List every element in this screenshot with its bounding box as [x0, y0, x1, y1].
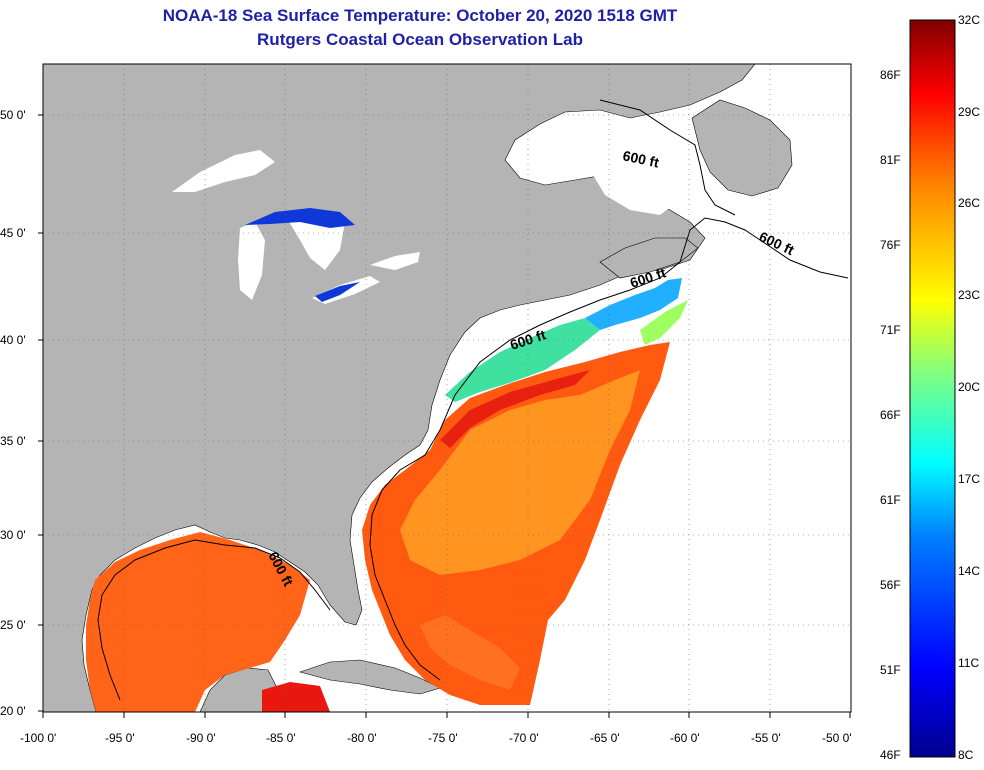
lon-label-55: -55 0' — [751, 731, 781, 745]
land-newfoundland — [691, 99, 793, 197]
lon-label-75: -75 0' — [428, 731, 458, 745]
cb-f-81: 81F — [880, 153, 901, 167]
sst-shelf-cool — [445, 318, 600, 402]
cb-f-46: 46F — [880, 748, 901, 762]
cb-f-61: 61F — [880, 493, 901, 507]
lat-label-30: 30 0' — [0, 528, 26, 542]
cb-f-76: 76F — [880, 238, 901, 252]
sst-caribbean — [262, 682, 330, 712]
land-north-america — [43, 64, 756, 712]
graticule — [43, 64, 851, 712]
cb-f-86: 86F — [880, 68, 901, 82]
lon-label-65: -65 0' — [590, 731, 620, 745]
cb-c-14: 14C — [958, 564, 980, 578]
sst-gulf-of-mexico — [86, 532, 310, 712]
sst-lake-erie — [315, 282, 360, 302]
lat-label-40: 40 0' — [0, 333, 26, 347]
cb-f-66: 66F — [880, 408, 901, 422]
sst-atlantic-red — [440, 370, 590, 448]
lon-label-80: -80 0' — [347, 731, 377, 745]
sst-shelf-green — [640, 300, 688, 345]
lon-label-70: -70 0' — [509, 731, 539, 745]
cb-c-11: 11C — [958, 656, 979, 670]
lon-label-60: -60 0' — [670, 731, 700, 745]
cb-c-32: 32C — [958, 13, 980, 27]
contour-600ft-gulf — [97, 539, 331, 701]
cb-f-51: 51F — [880, 663, 901, 677]
lon-label-100: -100 0' — [20, 731, 56, 745]
cb-f-56: 56F — [880, 578, 901, 592]
gulf-st-lawrence — [560, 120, 680, 215]
sst-bahamas — [420, 615, 520, 690]
contour-600ft — [369, 217, 849, 681]
sst-shelf-cyan — [585, 278, 682, 330]
cb-c-17: 17C — [958, 472, 980, 486]
contour-600ft-labrador — [599, 99, 736, 216]
map-subtitle: Rutgers Coastal Ocean Observation Lab — [257, 30, 583, 49]
lat-label-25: 25 0' — [0, 618, 26, 632]
lon-label-95: -95 0' — [105, 731, 135, 745]
map-title: NOAA-18 Sea Surface Temperature: October… — [162, 6, 678, 25]
sst-great-lakes — [245, 208, 355, 228]
tick-marks — [38, 114, 851, 718]
cb-c-8: 8C — [958, 748, 974, 762]
lon-label-90: -90 0' — [186, 731, 216, 745]
cb-c-29: 29C — [958, 105, 980, 119]
sst-atlantic-orange — [400, 370, 640, 575]
land-nova-scotia — [599, 237, 699, 279]
cb-c-20: 20C — [958, 380, 980, 394]
lat-label-45: 45 0' — [0, 226, 26, 240]
lon-label-50: -50 0' — [822, 731, 852, 745]
cb-c-26: 26C — [958, 196, 980, 210]
cb-f-71: 71F — [880, 323, 901, 337]
lat-label-50: 50 0' — [0, 108, 26, 122]
lat-label-20: 20 0' — [0, 704, 26, 718]
lake-michigan — [238, 222, 265, 300]
lake-ontario — [370, 252, 420, 270]
lon-label-85: -85 0' — [266, 731, 296, 745]
lat-label-35: 35 0' — [0, 434, 26, 448]
contour-label-1: 600 ft — [621, 147, 660, 170]
cb-c-23: 23C — [958, 288, 980, 302]
colorbar — [909, 19, 956, 758]
lake-superior — [172, 150, 275, 192]
